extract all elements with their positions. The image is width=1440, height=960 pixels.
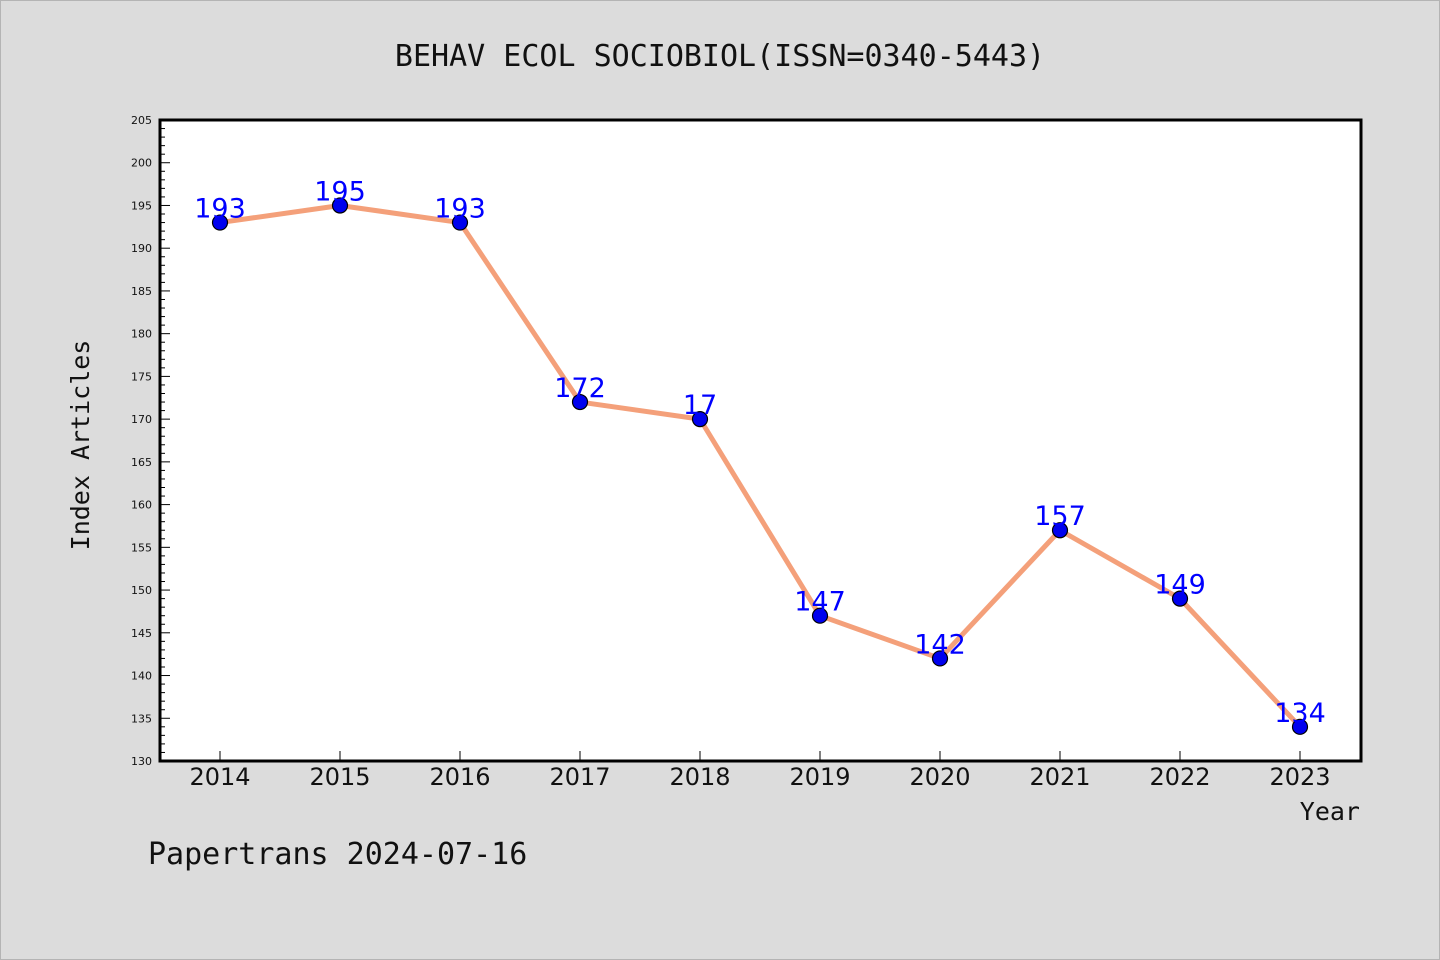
x-tick-label: 2014 <box>189 763 250 791</box>
x-tick-label: 2022 <box>1149 763 1210 791</box>
data-label: 134 <box>1274 698 1326 729</box>
y-tick-label: 175 <box>131 370 152 383</box>
x-tick-label: 2015 <box>309 763 370 791</box>
data-point <box>331 197 349 214</box>
x-tick-label: 2017 <box>549 763 610 791</box>
y-axis: 130 135 140 145 150 155 160 165 170 175 180 185 190 1… <box>131 114 170 768</box>
y-tick-label: 135 <box>131 712 152 725</box>
x-tick-label: 2020 <box>909 763 970 791</box>
plot-area <box>158 118 1363 763</box>
data-label: 17 <box>683 390 717 421</box>
data-label: 149 <box>1154 570 1206 601</box>
x-tick-label: 2023 <box>1269 763 1330 791</box>
data-point <box>571 393 589 411</box>
y-tick-label: 130 <box>131 755 152 768</box>
x-axis: 2014 2015 2016 2017 2018 2019 2020 2021 2022 2023 <box>189 751 1331 791</box>
y-tick-label: 165 <box>131 456 152 469</box>
data-label: 142 <box>914 629 966 660</box>
data-point <box>1291 718 1309 735</box>
x-tick-label: 2016 <box>429 763 490 791</box>
y-axis-title: Index Articles <box>66 340 95 551</box>
data-point <box>1051 522 1069 539</box>
y-tick-label: 160 <box>131 499 152 512</box>
y-tick-label: 200 <box>131 157 152 170</box>
chart-title: BEHAV ECOL SOCIOBIOL(ISSN=0340-5443) <box>395 39 1045 74</box>
data-point <box>811 607 829 624</box>
data-point <box>211 214 229 231</box>
data-label: 157 <box>1034 501 1086 532</box>
y-tick-label: 155 <box>131 541 152 554</box>
y-tick-label: 190 <box>131 242 152 255</box>
y-tick-label: 170 <box>131 413 152 426</box>
y-tick-label: 145 <box>131 627 152 640</box>
y-tick-label: 185 <box>131 285 152 298</box>
y-tick-label: 205 <box>131 114 152 127</box>
x-axis-title: Year <box>1300 797 1360 826</box>
y-tick-label: 180 <box>131 328 152 341</box>
x-tick-label: 2019 <box>789 763 850 791</box>
y-tick-label: 150 <box>131 584 152 597</box>
x-tick-label: 2018 <box>669 763 730 791</box>
series-line <box>219 202 1302 729</box>
x-tick-label: 2021 <box>1029 763 1090 791</box>
data-point <box>1171 590 1189 607</box>
data-labels: 193 195 193 172 17 147 142 157 149 134 <box>194 176 1326 728</box>
series-markers <box>211 197 1309 735</box>
data-label: 147 <box>794 587 846 618</box>
data-label: 193 <box>434 194 486 225</box>
data-point <box>931 650 949 667</box>
data-label: 193 <box>194 194 246 225</box>
y-tick-label: 195 <box>131 199 152 212</box>
data-point <box>451 214 469 231</box>
data-point <box>691 411 709 428</box>
y-tick-label: 140 <box>131 670 152 683</box>
footer-text: Papertrans 2024-07-16 <box>148 837 527 872</box>
data-label: 172 <box>554 373 606 404</box>
data-label: 195 <box>314 176 366 207</box>
